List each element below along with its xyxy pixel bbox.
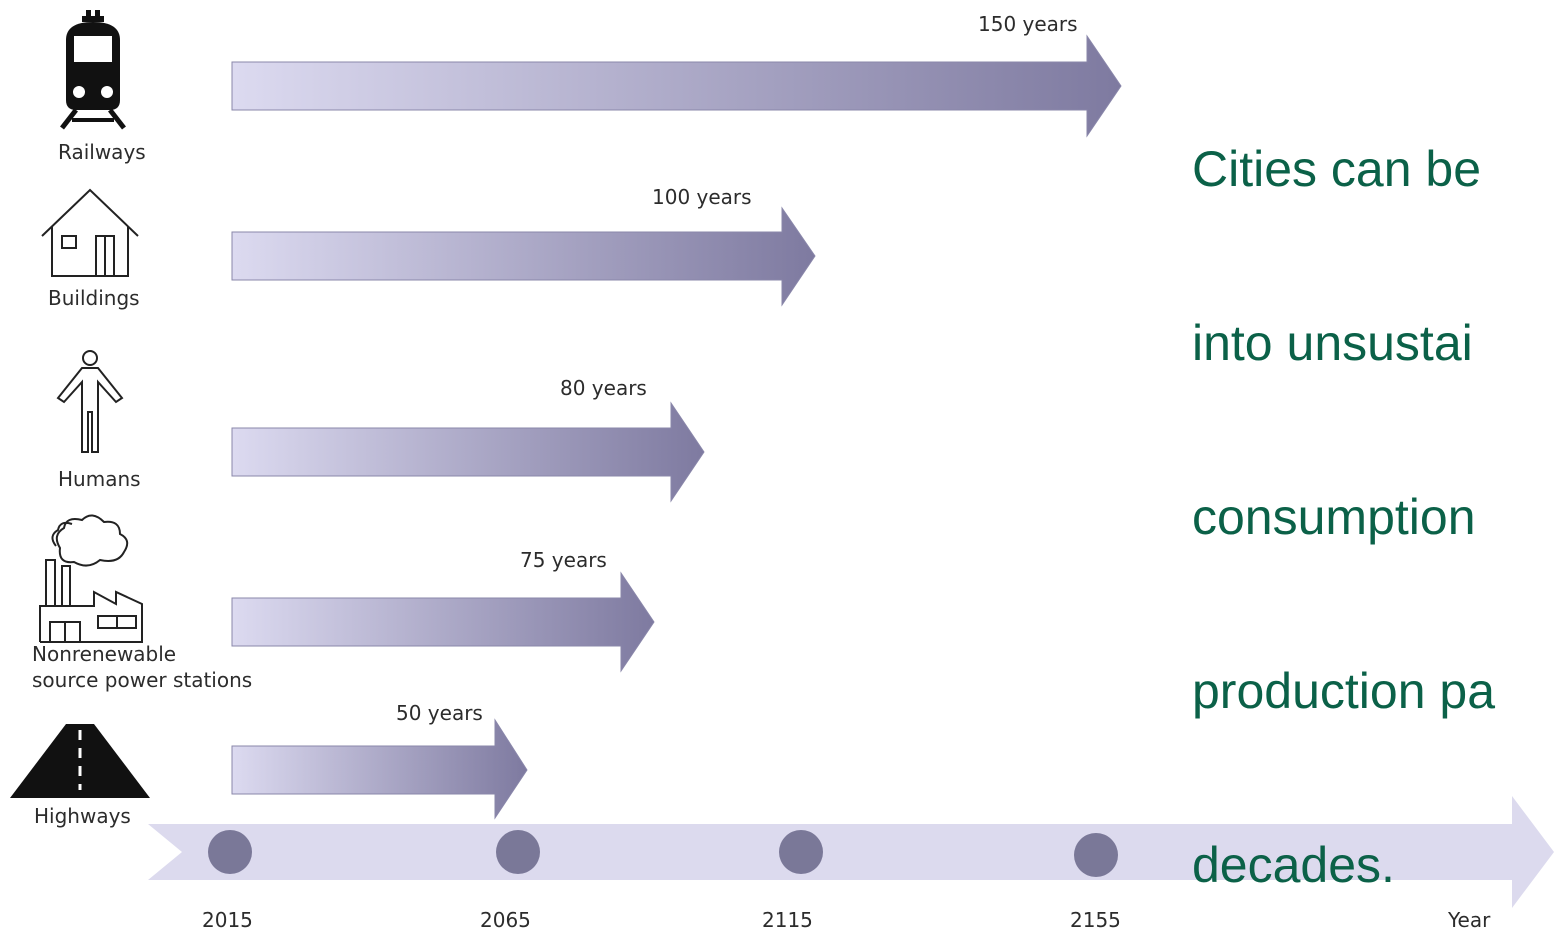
- headline-line: Cities can be: [1192, 140, 1554, 198]
- duration-railways: 150 years: [978, 12, 1078, 36]
- person-icon: [58, 351, 122, 452]
- duration-highways: 50 years: [396, 701, 483, 725]
- label-power-stations-line2: source power stations: [32, 668, 252, 692]
- arrow-buildings: [232, 208, 815, 305]
- timeline-dot-2155: [1074, 833, 1118, 877]
- year-label-2155: 2155: [1070, 908, 1121, 932]
- arrow-railways: [232, 36, 1121, 136]
- timeline-dot-2065: [496, 830, 540, 874]
- factory-icon: [40, 515, 142, 642]
- label-buildings: Buildings: [48, 286, 140, 310]
- label-highways: Highways: [34, 804, 131, 828]
- duration-humans: 80 years: [560, 376, 647, 400]
- headline-line: decades.: [1192, 836, 1554, 894]
- arrow-highways: [232, 720, 527, 818]
- headline-line: production pa: [1192, 662, 1554, 720]
- headline-line: consumption: [1192, 488, 1554, 546]
- year-label-2065: 2065: [480, 908, 531, 932]
- label-humans: Humans: [58, 467, 141, 491]
- timeline-dot-2115: [779, 830, 823, 874]
- year-label-2115: 2115: [762, 908, 813, 932]
- duration-buildings: 100 years: [652, 185, 752, 209]
- road-icon: [10, 724, 150, 798]
- headline-line: into unsustai: [1192, 314, 1554, 372]
- house-icon: [42, 190, 138, 276]
- year-label-2015: 2015: [202, 908, 253, 932]
- train-icon: [62, 10, 124, 128]
- duration-power-stations: 75 years: [520, 548, 607, 572]
- arrow-power-stations: [232, 573, 654, 671]
- label-railways: Railways: [58, 140, 146, 164]
- headline-text: Cities can be into unsustai consumption …: [1192, 24, 1554, 952]
- timeline-dot-2015: [208, 830, 252, 874]
- label-power-stations-line1: Nonrenewable: [32, 642, 176, 666]
- arrow-humans: [232, 403, 704, 501]
